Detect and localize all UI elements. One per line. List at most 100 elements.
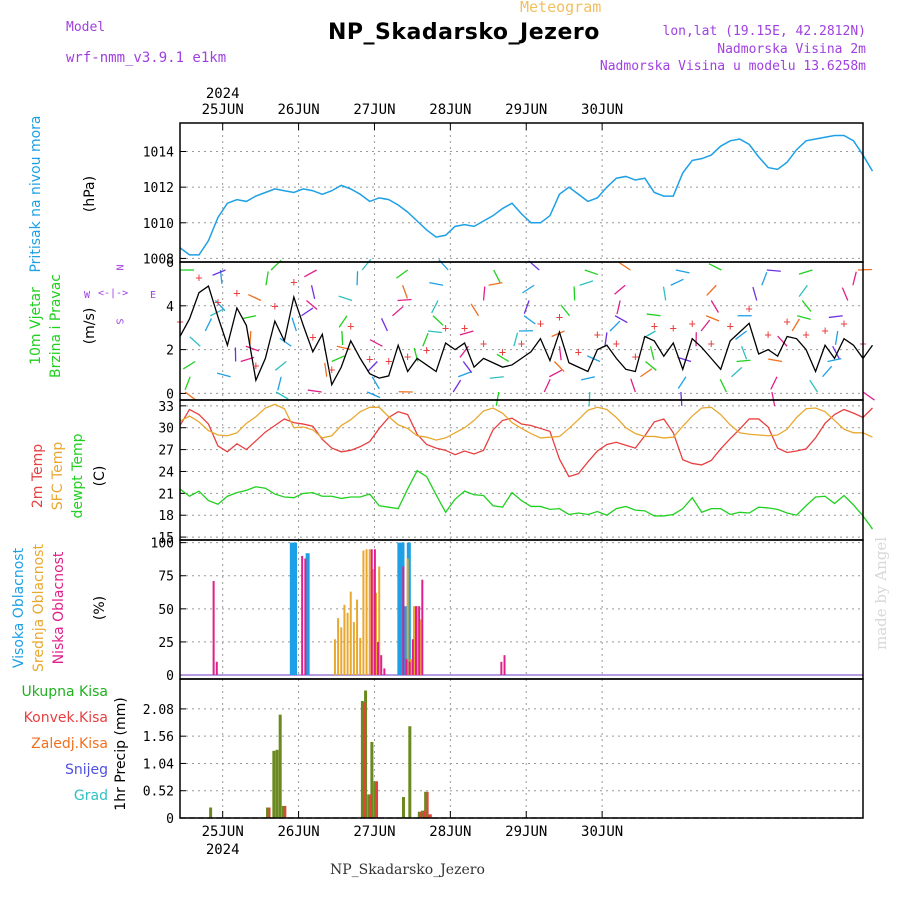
panel-bg-pressure [180, 123, 863, 262]
cloud-bar-1 [340, 627, 343, 676]
wind-gust-marker: + [556, 310, 563, 324]
wind-arrow [279, 337, 292, 347]
wind-arrow [307, 389, 322, 393]
cloud-bar-2 [380, 655, 383, 676]
wind-arrow [523, 315, 536, 325]
cloud-bar-0 [397, 542, 402, 676]
precip-bar-1 [429, 814, 432, 818]
wind-arrow [371, 376, 380, 390]
wind-gust-marker: + [233, 286, 240, 300]
footer-station: NP_Skadarsko_Jezero [330, 862, 485, 878]
wind-arrow [432, 315, 444, 326]
cloud-bar-0 [305, 553, 310, 676]
top-day-label-2: 27JUN [353, 102, 395, 118]
wind-arrow [513, 332, 519, 347]
elevation-label: Nadmorska Visina 2m [717, 42, 866, 57]
compass-arrows: <-|-> [98, 288, 129, 299]
precip-bar-1 [363, 702, 366, 818]
cloud-bar-2 [373, 549, 376, 676]
wind-gust-marker: + [537, 317, 544, 331]
model-label: Model [66, 20, 106, 35]
cloud-bar-1 [362, 550, 365, 676]
wind-gust-marker: + [480, 336, 487, 350]
wind-gust-marker: + [423, 343, 430, 357]
wind-arrow [367, 361, 378, 373]
wind-arrow [493, 269, 501, 283]
wind-arrow [397, 298, 412, 302]
wind-arrow [496, 353, 510, 363]
wind-arrow [670, 278, 684, 286]
wind-arrow [422, 333, 429, 347]
wind-arrow [706, 284, 717, 296]
wind-arrow [245, 345, 260, 352]
wind-arrow [560, 304, 571, 317]
wind-arrow [306, 300, 318, 310]
wind-arrow [798, 269, 813, 275]
wind-arrow [275, 391, 289, 400]
bottom-day-label-3: 28JUN [429, 824, 471, 840]
precip-bar-0 [281, 805, 285, 818]
ytick-label-precip-3: 1.56 [143, 730, 174, 745]
wind-arrow [579, 280, 594, 286]
wind-arrow [291, 317, 297, 332]
ytick-label-clouds-1: 25 [158, 636, 174, 651]
wind-arrow [768, 358, 783, 363]
precip-bar-0 [373, 781, 377, 818]
wind-arrow [380, 318, 389, 332]
wind-arrow [609, 320, 621, 332]
top-year-label: 2024 [206, 86, 240, 102]
wind-gust-marker: + [689, 317, 696, 331]
cloud-bar-0 [403, 606, 408, 676]
wind-arrow [489, 376, 504, 379]
wind-arrow [604, 332, 608, 347]
ytick-label-wind_speed-2: 4 [166, 300, 174, 315]
cloud-bar-2 [370, 549, 373, 676]
precip-bar-1 [369, 794, 372, 818]
wind-arrow [731, 366, 743, 378]
wind-arrow [274, 360, 287, 371]
wind-arrow [677, 356, 692, 363]
precip-bar-1 [284, 805, 287, 818]
ytick-label-temperature-5: 30 [158, 422, 174, 437]
wind-arrow [341, 330, 344, 346]
wind-gust-marker: + [727, 319, 734, 333]
precip-bar-1 [268, 807, 271, 818]
precip-bar-0 [427, 814, 431, 818]
wind-arrow [832, 345, 840, 359]
wind-arrow [395, 269, 409, 279]
cloud-bar-2 [418, 606, 421, 676]
cloud-bar-1 [419, 619, 422, 676]
legend-total-rain: Ukupna Kisa [21, 684, 108, 700]
wind-gust-marker: + [670, 321, 677, 335]
ytick-label-pressure-3: 1014 [143, 146, 174, 161]
wind-arrow [522, 284, 535, 294]
wind-gust-marker: + [385, 354, 392, 368]
cloud-bar-1 [333, 639, 336, 676]
ytick-label-clouds-4: 100 [151, 537, 174, 552]
wind-arrow [462, 361, 473, 374]
wind-arrow [766, 269, 781, 272]
wind-arrow [798, 284, 808, 297]
wind-arrow [331, 355, 345, 363]
wind-arrow [184, 376, 191, 391]
wind-gust-marker: + [765, 328, 772, 342]
cloud-bar-1 [378, 566, 381, 676]
wind-arrow [324, 362, 328, 377]
wind-arrow [301, 307, 314, 317]
wind-arrow [189, 336, 201, 347]
cloud-bar-2 [215, 661, 218, 676]
ytick-label-temperature-2: 21 [158, 487, 174, 502]
wind-arrow [338, 295, 353, 302]
wind-arrow [740, 346, 748, 360]
wind-arrow [558, 346, 562, 361]
ytick-label-precip-1: 0.52 [143, 785, 174, 800]
precip-bar-0 [420, 810, 424, 818]
wind-arrow [646, 313, 661, 317]
precip-bar-1 [423, 810, 426, 818]
cloud-bar-2 [500, 661, 503, 676]
precip-bar-0 [424, 791, 428, 818]
ytick-label-wind_speed-0: 0 [166, 387, 174, 402]
wind-gust-marker: + [708, 336, 715, 350]
wind-gust-marker: + [746, 301, 753, 315]
